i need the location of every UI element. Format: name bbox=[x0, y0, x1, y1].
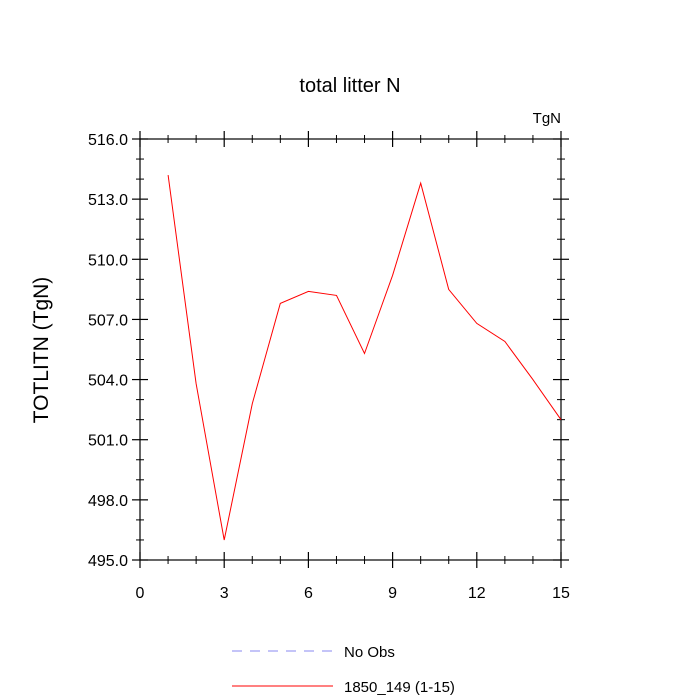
y-tick-label: 504.0 bbox=[88, 373, 128, 390]
x-tick-label: 0 bbox=[136, 585, 145, 602]
units-label: TgN bbox=[533, 110, 561, 127]
x-tick-label: 9 bbox=[388, 585, 397, 602]
chart-title: total litter N bbox=[299, 75, 400, 97]
legend-label: 1850_149 (1-15) bbox=[344, 679, 455, 696]
y-tick-label: 510.0 bbox=[88, 252, 128, 269]
y-tick-label: 507.0 bbox=[88, 312, 128, 329]
y-tick-label: 495.0 bbox=[88, 553, 128, 570]
x-tick-label: 3 bbox=[220, 585, 229, 602]
y-tick-label: 513.0 bbox=[88, 192, 128, 209]
plot-frame bbox=[139, 138, 562, 561]
x-tick-label: 6 bbox=[304, 585, 313, 602]
axes: 495.0 498.0 501.0 504.0 507.0 510.0 513.0 516.0… bbox=[88, 131, 570, 602]
series-line bbox=[167, 175, 562, 541]
y-tick-label: 498.0 bbox=[88, 493, 128, 510]
y-axis-label: TOTLITN (TgN) bbox=[30, 277, 53, 424]
legend: No Obs 1850_149 (1-15) bbox=[232, 644, 455, 696]
x-tick-label: 15 bbox=[552, 585, 570, 602]
y-tick-label: 501.0 bbox=[88, 433, 128, 450]
legend-label: No Obs bbox=[344, 644, 395, 661]
y-tick-label: 516.0 bbox=[88, 132, 128, 149]
x-tick-label: 12 bbox=[468, 585, 486, 602]
series-layer bbox=[167, 175, 562, 541]
